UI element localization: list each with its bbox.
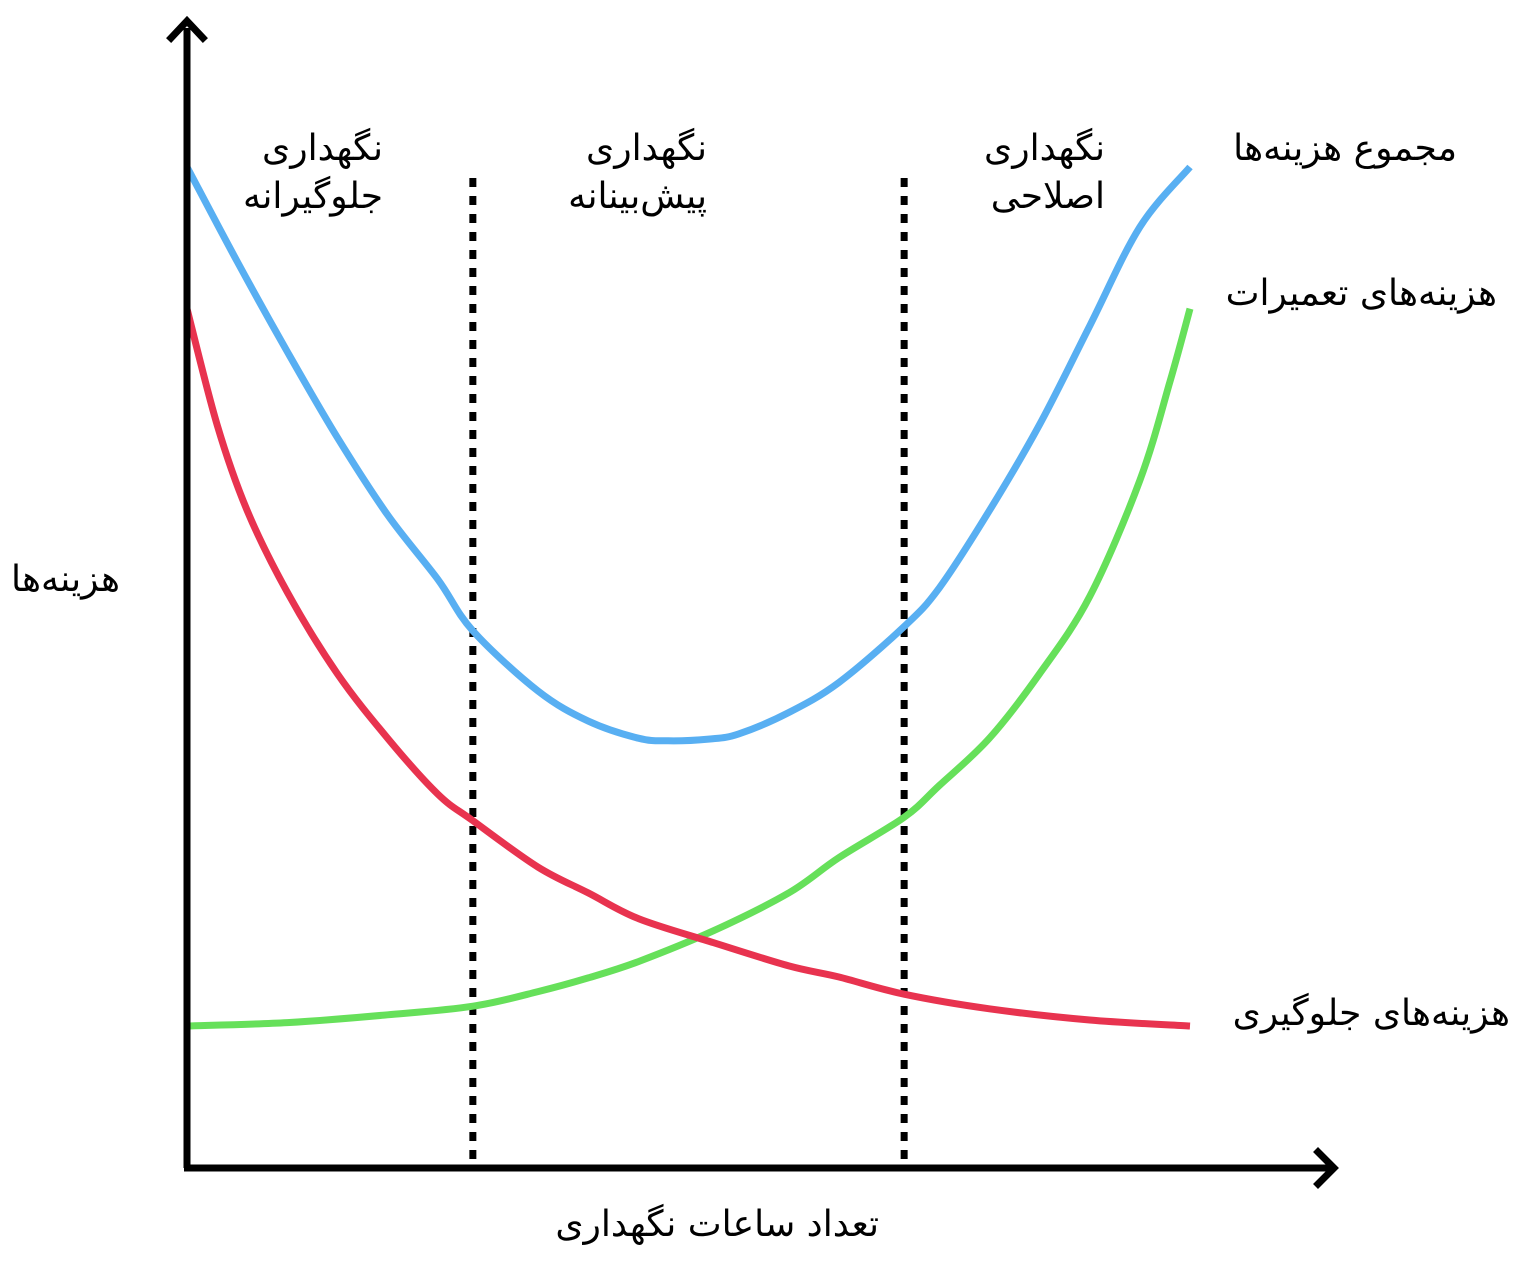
region-label-preventive: نگهداری جلوگیرانه xyxy=(243,127,383,217)
region-boundaries xyxy=(469,178,908,1168)
axes xyxy=(166,15,1339,1189)
region-labels: نگهداری جلوگیرانه نگهداری پیش‌بینانه نگهداری… xyxy=(243,127,1105,217)
repair-costs-label: هزینه‌های تعمیرات xyxy=(1226,273,1497,314)
total-costs-label: مجموع هزینه‌ها xyxy=(1233,128,1457,169)
total-costs-line xyxy=(183,164,1193,745)
region-label-corrective: نگهداری اصلاحی xyxy=(984,127,1105,217)
prevention-costs-line xyxy=(183,307,1191,1030)
repair-costs-line xyxy=(186,307,1194,1030)
x-axis-label: تعداد ساعات نگهداری xyxy=(555,1203,879,1245)
y-axis-arrowhead xyxy=(166,15,208,43)
prevention-costs-label: هزینه‌های جلوگیری xyxy=(1233,992,1510,1034)
x-axis-arrowhead xyxy=(1313,1147,1339,1189)
series-lines xyxy=(183,164,1194,1030)
y-axis-label: هزینه‌ها xyxy=(11,559,120,600)
series-labels: مجموع هزینه‌ها هزینه‌های تعمیرات هزینه‌های… xyxy=(1226,128,1510,1034)
region-label-predictive: نگهداری پیش‌بینانه xyxy=(568,127,707,217)
